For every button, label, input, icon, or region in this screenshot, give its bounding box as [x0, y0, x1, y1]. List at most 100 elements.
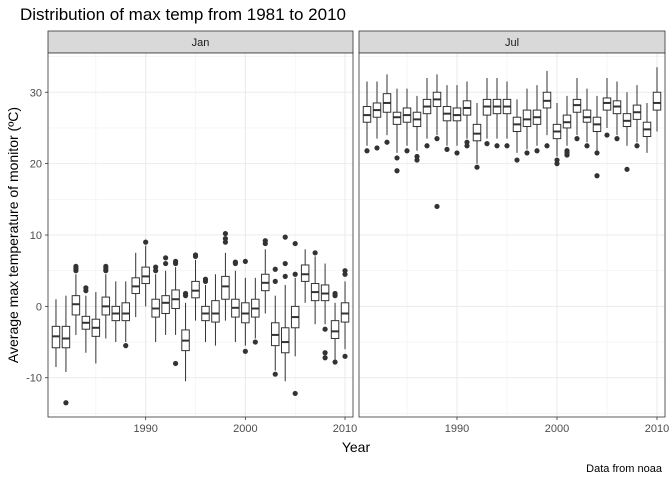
- box-jul-1997: [522, 88, 532, 156]
- outlier-point: [384, 139, 390, 145]
- box-iqr: [211, 300, 220, 323]
- y-tick-label: 10: [30, 230, 42, 242]
- x-tick-label: 1990: [133, 423, 157, 435]
- outlier-point: [364, 148, 370, 154]
- chart-title: Distribution of max temp from 1981 to 20…: [20, 5, 346, 24]
- box-jan-1984: [81, 285, 91, 353]
- outlier-point: [182, 290, 189, 297]
- box-jan-2000: [241, 258, 250, 354]
- outlier-point: [414, 157, 420, 163]
- outlier-point: [123, 343, 129, 349]
- y-axis: -10 0 10 20 30: [26, 87, 48, 385]
- box-jan-2008: [320, 263, 330, 361]
- outlier-point: [202, 276, 209, 282]
- outlier-point: [544, 143, 550, 149]
- box-jul-1985: [402, 88, 412, 154]
- box-iqr: [652, 91, 662, 111]
- outlier-point: [242, 258, 248, 265]
- outlier-point: [374, 145, 380, 151]
- box-jul-2001: [562, 95, 572, 158]
- box-jan-2010: [340, 268, 350, 359]
- outlier-point: [172, 360, 179, 367]
- box-iqr: [161, 295, 170, 315]
- outlier-point: [484, 141, 490, 147]
- box-jan-1987: [111, 281, 121, 343]
- outlier-point: [494, 143, 500, 149]
- box-iqr: [392, 111, 402, 125]
- outlier-point: [564, 152, 570, 158]
- box-jul-2003: [582, 88, 592, 149]
- box-iqr: [141, 266, 150, 285]
- outlier-point: [594, 173, 600, 179]
- outlier-point: [272, 266, 278, 272]
- outlier-point: [242, 348, 248, 354]
- outlier-point: [332, 290, 338, 297]
- outlier-point: [614, 136, 620, 142]
- facet-label-jul: Jul: [505, 37, 519, 49]
- box-jul-2004: [592, 95, 602, 179]
- box-jan-1981: [51, 299, 61, 368]
- outlier-point: [504, 143, 510, 149]
- box-jul-1995: [502, 81, 512, 149]
- outlier-point: [192, 252, 199, 258]
- box-iqr: [300, 264, 310, 282]
- outlier-point: [514, 157, 520, 163]
- box-jul-2006: [612, 81, 622, 142]
- x-tick-label: 2010: [333, 423, 357, 435]
- outlier-point: [322, 350, 328, 356]
- box-iqr: [330, 320, 340, 339]
- box-jul-1983: [382, 74, 392, 145]
- box-jan-1985: [91, 292, 101, 364]
- box-jan-1998: [221, 230, 230, 321]
- outlier-point: [414, 153, 420, 160]
- y-tick-label: 0: [36, 301, 42, 313]
- box-jul-1986: [412, 95, 422, 163]
- box-jul-1982: [372, 81, 382, 151]
- box-jul-1992: [472, 102, 482, 170]
- box-jul-2002: [572, 77, 582, 142]
- outlier-point: [574, 136, 580, 142]
- outlier-point: [272, 371, 278, 377]
- box-iqr: [582, 109, 592, 123]
- box-jul-2007: [622, 92, 632, 172]
- outlier-point: [292, 390, 298, 397]
- box-jan-1988: [121, 281, 130, 349]
- outlier-point: [222, 230, 229, 237]
- box-jan-2001: [251, 277, 260, 345]
- box-jan-2003: [271, 266, 280, 377]
- outlier-point: [404, 148, 410, 154]
- box-jan-1994: [181, 290, 190, 382]
- outlier-point: [454, 150, 460, 156]
- box-jan-1990: [141, 239, 150, 307]
- box-iqr: [191, 280, 200, 299]
- y-tick-label: 30: [30, 87, 42, 99]
- box-jan-1999: [231, 259, 240, 343]
- outlier-point: [554, 157, 560, 163]
- box-jul-1991: [462, 81, 472, 149]
- box-iqr: [602, 97, 612, 111]
- box-jan-1986: [101, 263, 111, 339]
- box-jul-1988: [432, 74, 442, 210]
- outlier-point: [172, 258, 179, 265]
- box-jul-1984: [392, 88, 402, 174]
- outlier-point: [474, 164, 480, 170]
- box-jan-1991: [151, 264, 160, 343]
- panel-border-jul: [358, 52, 666, 418]
- outlier-point: [292, 271, 298, 277]
- outlier-point: [83, 285, 89, 291]
- outlier-point: [222, 239, 229, 245]
- box-jan-1997: [211, 274, 220, 346]
- box-jul-2008: [632, 85, 642, 149]
- outlier-point: [394, 155, 400, 161]
- outlier-point: [143, 239, 149, 245]
- chart-caption: Data from noaa: [586, 463, 663, 475]
- outlier-point: [342, 353, 348, 359]
- box-jul-2010: [652, 67, 662, 132]
- box-jan-2007: [310, 250, 320, 325]
- y-tick-label: 20: [30, 159, 42, 171]
- outlier-point: [554, 161, 560, 167]
- box-jul-1994: [492, 77, 502, 149]
- box-jul-2000: [552, 102, 562, 167]
- facet-label-jan: Jan: [192, 37, 210, 49]
